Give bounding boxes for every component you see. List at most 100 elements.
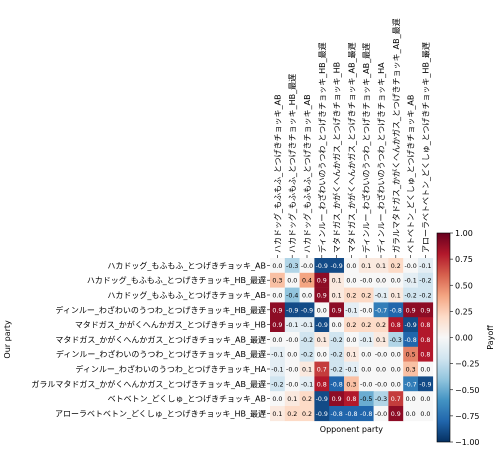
- heatmap-cell-r4-c1: [284, 317, 300, 333]
- heatmap-cell-r8-c8: [388, 376, 404, 392]
- x-tick-label-4: マタドガス_かがくへんかガス_とつげきチョッキ_HB: [332, 62, 342, 253]
- cell-value-label-r8-c5: 0.3: [346, 381, 356, 388]
- cell-value-label-r1-c3: 0.9: [317, 278, 327, 285]
- cell-value-label-r1-c7: 0.0: [376, 278, 386, 285]
- heatmap-cell-r6-c0: [270, 346, 286, 362]
- heatmap-cell-r7-c1: [284, 361, 300, 377]
- heatmap-cell-r1-c2: [299, 272, 315, 288]
- heatmap-cell-r6-c1: [284, 346, 300, 362]
- cell-value-label-r2-c5: 0.2: [346, 293, 356, 300]
- heatmap-cell-r10-c7: [373, 406, 389, 422]
- heatmap-cell-r0-c0: [270, 258, 286, 274]
- cell-value-label-r10-c8: 0.9: [391, 411, 401, 418]
- x-tick-label-9: ベトベトン_どくしゅ_とつげきチョッキ_AB: [407, 95, 416, 253]
- cell-value-label-r7-c6: 0.0: [361, 367, 371, 374]
- cell-value-label-r3-c4: 0.9: [332, 307, 342, 314]
- cell-value-label-r5-c10: 0.8: [420, 337, 430, 344]
- heatmap-cell-r5-c0: [270, 332, 286, 348]
- heatmap-cell-r5-c7: [373, 332, 389, 348]
- cell-value-label-r5-c4: -0.2: [330, 337, 342, 344]
- cell-value-label-r0-c1: -0.3: [286, 263, 298, 270]
- heatmap-cell-r7-c4: [329, 361, 345, 377]
- x-tick-label-1: ハカドッグ_もふもふ_とつげきチョッキ_HB_最遅: [287, 74, 297, 253]
- cell-value-label-r0-c4: -0.9: [330, 263, 342, 270]
- x-tick-label-2: ハカドッグ_もふもふ_とつげきチョッキ_AB: [302, 94, 312, 253]
- cell-value-label-r4-c9: -0.9: [404, 322, 416, 329]
- cell-value-label-r3-c1: -0.9: [286, 307, 298, 314]
- heatmap-cells: [270, 258, 434, 422]
- cell-value-label-r7-c10: 0.0: [420, 367, 430, 374]
- cell-value-label-r10-c2: 0.2: [302, 411, 312, 418]
- colorbar-tick-label-7: −0.75: [455, 412, 480, 421]
- heatmap-cell-r0-c3: [314, 258, 330, 274]
- heatmap-cell-r10-c4: [329, 406, 345, 422]
- heatmap-cell-r4-c6: [358, 317, 374, 333]
- heatmap-cell-r4-c8: [388, 317, 404, 333]
- cell-value-label-r7-c4: -0.2: [330, 367, 342, 374]
- heatmap-cell-r10-c6: [358, 406, 374, 422]
- x-tick-label-6: ディンルー_わざわいのうつわ_とつげきチョッキ_AB_最遅: [361, 43, 371, 253]
- heatmap-cell-r10-c10: [418, 406, 434, 422]
- cell-value-label-r9-c9: 0.0: [406, 396, 416, 403]
- heatmap-cell-r5-c1: [284, 332, 300, 348]
- cell-value-label-r6-c3: 0.0: [317, 352, 327, 359]
- heatmap-cell-r9-c4: [329, 391, 345, 407]
- cell-value-label-r4-c10: 0.8: [420, 322, 430, 329]
- cell-value-label-r9-c8: 0.7: [391, 396, 401, 403]
- cell-value-label-r3-c5: -0.1: [345, 307, 357, 314]
- heatmap-cell-r8-c5: [344, 376, 360, 392]
- cell-value-label-r10-c1: 0.2: [287, 411, 297, 418]
- heatmap-cell-r8-c4: [329, 376, 345, 392]
- cell-value-label-r9-c7: -0.3: [375, 396, 387, 403]
- heatmap-cell-r1-c9: [403, 272, 419, 288]
- cell-value-label-r6-c6: 0.0: [361, 352, 371, 359]
- cell-value-label-r8-c3: 0.8: [317, 381, 327, 388]
- heatmap-cell-r1-c10: [418, 272, 434, 288]
- x-tick-label-7: ディンルー_わざわいのうつわ_とつげきチョッキ_HA: [376, 62, 386, 253]
- cell-value-label-r7-c7: 0.0: [376, 367, 386, 374]
- heatmap-cell-r3-c4: [329, 302, 345, 318]
- cell-value-label-r1-c10: -0.2: [419, 278, 431, 285]
- y-axis-label: Our party: [3, 320, 12, 359]
- cell-value-label-r8-c10: -0.9: [419, 381, 431, 388]
- cell-value-label-r7-c9: 0.3: [406, 367, 416, 374]
- heatmap-cell-r4-c3: [314, 317, 330, 333]
- heatmap-cell-r1-c6: [358, 272, 374, 288]
- y-tick-label-0: ハカドッグ_もふもふ_とつげきチョッキ_AB: [107, 260, 266, 270]
- y-tick-label-1: ハカドッグ_もふもふ_とつげきチョッキ_HB_最遅: [87, 275, 266, 285]
- heatmap-cell-r10-c2: [299, 406, 315, 422]
- cell-value-label-r4-c0: 0.9: [272, 322, 282, 329]
- cell-value-label-r0-c7: 0.1: [376, 263, 386, 270]
- y-tick-label-8: ガラルマタドガス_かがくへんかガス_とつげきチョッキ_AB_最遅: [31, 379, 266, 389]
- cell-value-label-r8-c7: -0.0: [375, 381, 387, 388]
- cell-value-label-r3-c2: -0.9: [301, 307, 313, 314]
- heatmap-cell-r10-c8: [388, 406, 404, 422]
- cell-value-label-r2-c1: -0.4: [286, 293, 298, 300]
- cell-value-label-r8-c6: -0.0: [360, 381, 372, 388]
- heatmap-cell-labels: 0.0 -0.3 -0.0 -0.9 -0.9 0.0 0.1 0.1 0.2 -0.0 -0.10…: [271, 263, 431, 418]
- heatmap-cell-r3-c5: [344, 302, 360, 318]
- cell-value-label-r10-c5: -0.8: [345, 411, 357, 418]
- heatmap-cell-r1-c7: [373, 272, 389, 288]
- cell-value-label-r9-c0: 0.0: [272, 396, 282, 403]
- y-tick-label-9: ベトベトン_どくしゅ_とつげきチョッキ_AB: [108, 395, 266, 404]
- cell-value-label-r2-c7: -0.1: [375, 293, 387, 300]
- heatmap-cell-r2-c2: [299, 287, 315, 303]
- colorbar-tick-label-3: 0.25: [455, 307, 473, 316]
- x-tick-label-0: ハカドッグ_もふもふ_とつげきチョッキ_AB: [272, 94, 282, 253]
- heatmap-cell-r7-c7: [373, 361, 389, 377]
- cell-value-label-r9-c1: 0.1: [287, 396, 297, 403]
- heatmap-cell-r1-c1: [284, 272, 300, 288]
- heatmap-cell-r7-c3: [314, 361, 330, 377]
- cell-value-label-r5-c9: -0.8: [404, 337, 416, 344]
- heatmap-cell-r10-c1: [284, 406, 300, 422]
- cell-value-label-r8-c8: 0.0: [391, 381, 401, 388]
- heatmap-cell-r7-c9: [403, 361, 419, 377]
- cell-value-label-r10-c9: 0.0: [406, 411, 416, 418]
- colorbar-tick-label-1: 0.75: [455, 255, 473, 264]
- heatmap-cell-r2-c5: [344, 287, 360, 303]
- cell-value-label-r3-c8: -0.8: [390, 307, 402, 314]
- cell-value-label-r5-c3: 0.1: [317, 337, 327, 344]
- heatmap-cell-r5-c6: [358, 332, 374, 348]
- heatmap-cell-r8-c0: [270, 376, 286, 392]
